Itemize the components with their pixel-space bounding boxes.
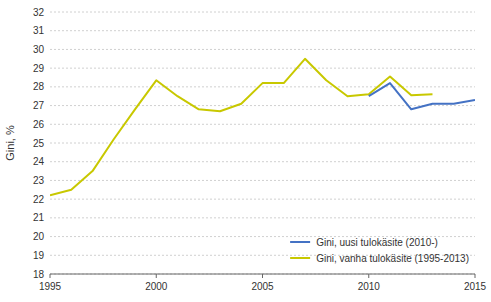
grid-line xyxy=(50,217,475,218)
y-tick-label: 21 xyxy=(33,212,45,223)
y-tick-label: 26 xyxy=(33,119,45,130)
y-tick-label: 24 xyxy=(33,156,45,167)
y-tick-label: 19 xyxy=(33,250,45,261)
y-tick-label: 27 xyxy=(33,100,45,111)
series-line xyxy=(50,59,433,196)
legend-label: Gini, uusi tulokäsite (2010-) xyxy=(316,237,438,248)
grid-line xyxy=(50,86,475,87)
grid-line xyxy=(50,68,475,69)
grid-line xyxy=(50,30,475,31)
x-tick xyxy=(262,274,263,278)
y-tick-label: 25 xyxy=(33,138,45,149)
x-axis: 1995 2000 2005 2010 2015 xyxy=(39,274,487,292)
legend: Gini, uusi tulokäsite (2010-) Gini, vanha… xyxy=(290,237,469,264)
grid-line xyxy=(50,105,475,106)
grid-line xyxy=(50,143,475,144)
legend-label: Gini, vanha tulokäsite (1995-2013) xyxy=(316,253,469,264)
y-axis: 18 19 20 21 22 23 24 25 26 27 28 29 30 31 32 xyxy=(33,7,45,280)
y-tick-label: 18 xyxy=(33,269,45,280)
y-tick-label: 20 xyxy=(33,231,45,242)
page: {"chart_data": {"type": "line", "ylabel"… xyxy=(0,0,491,302)
y-tick-label: 22 xyxy=(33,194,45,205)
x-tick-label: 2000 xyxy=(145,281,168,292)
x-tick xyxy=(50,274,51,278)
y-tick-label: 29 xyxy=(33,63,45,74)
legend-swatch xyxy=(290,257,310,259)
series-line xyxy=(369,83,475,109)
x-tick-label: 1995 xyxy=(39,281,62,292)
legend-swatch xyxy=(290,241,310,243)
grid-line xyxy=(50,124,475,125)
x-tick xyxy=(368,274,369,278)
y-grid xyxy=(50,12,475,274)
grid-line xyxy=(50,12,475,13)
grid-line xyxy=(50,199,475,200)
x-tick-label: 2005 xyxy=(251,281,274,292)
y-tick-label: 30 xyxy=(33,44,45,55)
grid-line xyxy=(50,180,475,181)
x-tick-label: 2015 xyxy=(464,281,487,292)
y-tick-label: 28 xyxy=(33,81,45,92)
y-tick-label: 32 xyxy=(33,7,45,18)
y-tick-label: 23 xyxy=(33,175,45,186)
x-tick xyxy=(156,274,157,278)
grid-line xyxy=(50,161,475,162)
lines xyxy=(50,59,475,196)
y-tick-label: 31 xyxy=(33,25,45,36)
y-axis-label: Gini, % xyxy=(4,125,16,161)
chart: 18 19 20 21 22 23 24 25 26 27 28 29 30 31 32 Gini, % 199… xyxy=(0,0,491,302)
x-tick-label: 2010 xyxy=(358,281,381,292)
x-tick xyxy=(475,274,476,278)
grid-line xyxy=(50,49,475,50)
